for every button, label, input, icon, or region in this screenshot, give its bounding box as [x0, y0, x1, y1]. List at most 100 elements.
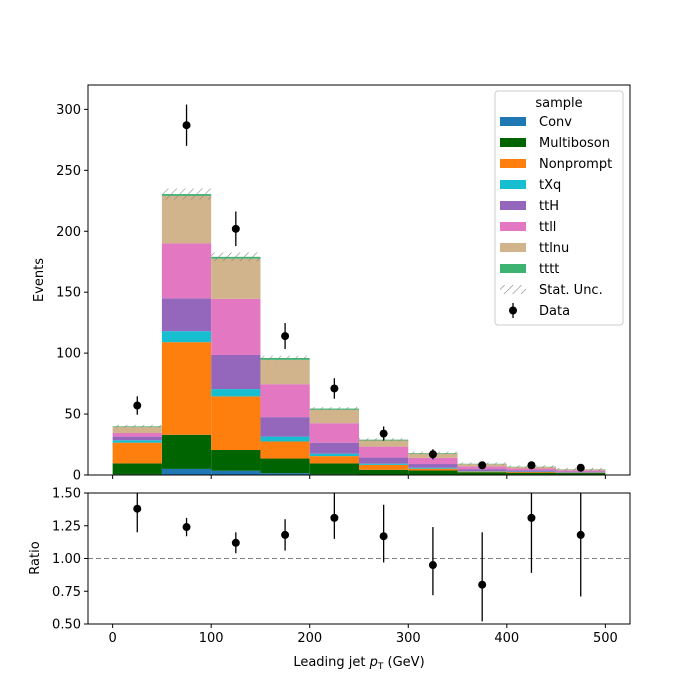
bar-ttll-bin-2	[211, 298, 261, 355]
main-y-tick-label-150: 150	[56, 286, 81, 301]
bar-ttlnu-bin-2	[211, 258, 261, 299]
bar-tth-bin-3	[260, 417, 310, 437]
ratio-y-tick-label-2: 1.00	[52, 552, 81, 567]
bar-ttll-bin-3	[260, 384, 310, 418]
bar-txq-bin-4	[309, 453, 359, 457]
main-x-ticks	[112, 475, 606, 479]
bar-tth-bin-0	[112, 436, 162, 441]
bar-multiboson-bin-1	[161, 434, 212, 469]
legend-box	[494, 90, 624, 326]
x-axis-label: Leading jet pT (GeV)	[293, 655, 424, 672]
bar-txq-bin-3	[260, 436, 310, 442]
legend-swatch-txq	[500, 180, 526, 189]
stat-unc-band-bin-1	[161, 188, 212, 200]
main-y-tick-label-100: 100	[56, 347, 81, 362]
data-point-9	[576, 463, 585, 472]
ratio-point-4	[330, 513, 339, 522]
bar-nonprompt-bin-1	[161, 342, 212, 435]
bar-txq-bin-5	[359, 463, 409, 465]
ratio-point-9	[576, 530, 585, 539]
bar-txq-bin-0	[112, 440, 162, 443]
bar-multiboson-bin-4	[309, 463, 359, 475]
bar-txq-bin-2	[211, 389, 261, 397]
ratio-y-tick-label-3: 1.25	[52, 519, 81, 534]
ratio-point-6	[428, 561, 437, 570]
legend-swatch-tttt	[500, 264, 526, 273]
data-point-4	[330, 384, 339, 393]
stat-unc-band-bin-0	[112, 424, 162, 428]
bar-tth-bin-8	[506, 470, 557, 472]
legend-label-txq: tXq	[539, 178, 561, 193]
legend-title: sample	[535, 96, 582, 111]
bar-multiboson-bin-0	[112, 463, 162, 475]
bar-multiboson-bin-8	[506, 472, 557, 475]
ratio-x-tick-label-2: 200	[297, 631, 322, 646]
data-point-2	[231, 224, 240, 233]
legend-data-marker	[509, 306, 517, 315]
bar-tth-bin-7	[457, 469, 507, 472]
ratio-point-1	[182, 523, 191, 532]
bar-conv-bin-2	[211, 470, 261, 475]
data-point-7	[478, 461, 487, 470]
legend-swatch-tth	[500, 201, 526, 210]
bar-tth-bin-6	[408, 464, 458, 468]
main-y-ticks: 0 50 100 150 200 250 300	[56, 103, 88, 484]
bar-multiboson-bin-7	[457, 472, 507, 475]
data-point-3	[281, 332, 290, 341]
bar-nonprompt-bin-2	[211, 396, 261, 451]
bar-nonprompt-bin-8	[506, 471, 557, 473]
bar-nonprompt-bin-7	[457, 471, 507, 473]
bar-multiboson-bin-6	[408, 470, 458, 475]
data-point-5	[379, 429, 388, 438]
data-point-0	[133, 401, 142, 410]
bar-nonprompt-bin-6	[408, 468, 458, 471]
bar-tth-bin-4	[309, 442, 359, 454]
bar-conv-bin-1	[161, 468, 212, 475]
bar-ttll-bin-0	[112, 432, 162, 437]
ratio-x-ticks: 0 100 200 300 400 500	[108, 624, 618, 646]
legend-label-ttlnu: ttlnu	[539, 241, 569, 256]
legend-label-tth: ttH	[539, 199, 559, 214]
ratio-y-tick-label-0: 0.50	[52, 618, 81, 633]
bar-tth-bin-9	[556, 471, 606, 473]
bar-ttll-bin-4	[309, 423, 359, 443]
ratio-y-ticks: 0.50 0.75 1.00 1.25 1.50	[52, 487, 88, 633]
legend-swatch-ttll	[500, 222, 526, 231]
bar-ttll-bin-8	[506, 468, 557, 471]
bar-ttll-bin-1	[161, 243, 212, 299]
ratio-x-tick-label-4: 400	[494, 631, 519, 646]
ratio-point-8	[527, 513, 536, 522]
bar-conv-bin-3	[260, 473, 310, 475]
legend-swatch-ttlnu	[500, 243, 526, 252]
bar-ttll-bin-5	[359, 446, 409, 458]
main-y-tick-label-50: 50	[64, 408, 81, 423]
bar-nonprompt-bin-4	[309, 456, 359, 464]
bar-ttlnu-bin-4	[309, 409, 359, 424]
ratio-point-2	[231, 538, 240, 547]
legend-swatch-conv	[500, 117, 526, 126]
bar-ttlnu-bin-5	[359, 440, 409, 447]
main-y-axis-label: Events	[32, 258, 47, 302]
bar-txq-bin-1	[161, 331, 212, 343]
ratio-point-3	[281, 530, 290, 539]
data-point-1	[182, 121, 191, 130]
bar-ttlnu-bin-1	[161, 195, 212, 244]
legend-label-conv: Conv	[539, 115, 572, 130]
main-y-tick-label-250: 250	[56, 164, 81, 179]
bar-tth-bin-2	[211, 354, 261, 390]
ratio-x-tick-label-0: 0	[108, 631, 116, 646]
bar-multiboson-bin-9	[556, 473, 606, 475]
data-points	[133, 104, 585, 472]
legend-swatch-nonprompt	[500, 159, 526, 168]
stat-unc-band-bin-4	[309, 407, 359, 411]
legend-swatch-multiboson	[500, 138, 526, 147]
bar-tth-bin-1	[161, 298, 212, 332]
bar-tth-bin-5	[359, 457, 409, 464]
legend-label-tttt: tttt	[539, 262, 559, 277]
stacked-bars	[112, 194, 606, 475]
legend-items: Conv Multiboson Nonprompt tXq ttH ttll ttlnu tt…	[500, 115, 612, 319]
bar-nonprompt-bin-5	[359, 464, 409, 470]
ratio-point-5	[379, 532, 388, 541]
ratio-point-0	[133, 504, 142, 513]
